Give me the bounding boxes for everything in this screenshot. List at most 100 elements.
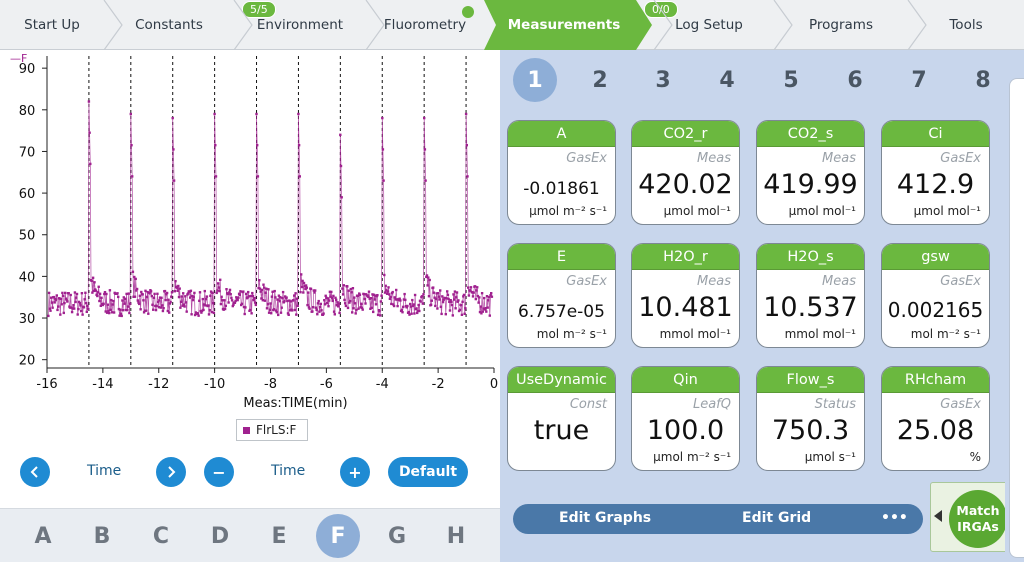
tab-constants[interactable]: Constants <box>104 0 234 50</box>
data-point <box>353 302 357 305</box>
data-point <box>70 306 73 309</box>
data-point <box>338 311 341 315</box>
data-point <box>95 293 98 296</box>
page-7[interactable]: 7 <box>911 67 927 93</box>
data-point <box>400 308 403 311</box>
data-point <box>385 292 389 295</box>
tab-programs[interactable]: Programs <box>774 0 908 50</box>
measurement-card-h2o-r[interactable]: H2O_r Meas 10.481 mmol mol⁻¹ <box>631 243 740 348</box>
default-button[interactable]: Default <box>388 457 468 487</box>
data-point <box>280 306 283 309</box>
tab-fluorometry[interactable]: Fluorometry <box>366 0 484 50</box>
graph-letter-b[interactable]: B <box>93 523 111 549</box>
page-3[interactable]: 3 <box>655 67 671 93</box>
measurement-card-co2-s[interactable]: CO2_s Meas 419.99 µmol mol⁻¹ <box>756 120 865 225</box>
measurement-card-e[interactable]: E GasEx 6.757e-05 mol m⁻² s⁻¹ <box>507 243 616 348</box>
data-point <box>213 112 216 116</box>
page-8[interactable]: 8 <box>975 67 991 93</box>
data-point <box>145 295 149 299</box>
page-4[interactable]: 4 <box>719 67 735 93</box>
data-point <box>126 308 129 312</box>
data-point <box>234 299 237 303</box>
data-point <box>320 309 323 312</box>
data-point <box>118 314 121 317</box>
data-point <box>456 300 459 303</box>
data-point <box>379 314 382 317</box>
tab-log-setup[interactable]: 0/0 Log Setup <box>644 0 774 50</box>
data-point <box>427 295 431 298</box>
data-point <box>486 306 489 309</box>
data-point <box>65 298 68 302</box>
data-point <box>443 297 447 300</box>
data-point <box>448 300 451 303</box>
data-point <box>446 293 450 296</box>
data-point <box>392 304 396 308</box>
measurement-card-rhcham[interactable]: RHcham GasEx 25.08% <box>881 366 990 471</box>
tab-label: Measurements <box>507 17 621 33</box>
data-point <box>344 304 348 308</box>
edit-grid-button[interactable]: Edit Grid <box>742 510 812 526</box>
graph-letter-a[interactable]: A <box>34 523 52 549</box>
data-point <box>224 304 227 308</box>
measurement-card-ci[interactable]: Ci GasEx 412.9 µmol mol⁻¹ <box>881 120 990 225</box>
page-2[interactable]: 2 <box>592 67 608 93</box>
data-point <box>372 293 376 296</box>
graph-letter-d[interactable]: D <box>210 523 230 549</box>
x-tick-label: -14 <box>92 377 113 392</box>
data-point <box>160 296 163 299</box>
measurement-card-flow-s[interactable]: Flow_s Status 750.3 µmol s⁻¹ <box>756 366 865 471</box>
data-point <box>138 302 141 306</box>
match-irgas-button[interactable]: Match IRGAs <box>949 490 1007 548</box>
data-point <box>218 289 221 293</box>
zoom-in-button[interactable]: + <box>340 457 370 487</box>
card-title: RHcham <box>882 367 989 393</box>
graph-letter-f[interactable]: F <box>316 514 360 558</box>
measurement-card-usedynamic[interactable]: UseDynamic Const true <box>507 366 616 471</box>
measurement-card-gsw[interactable]: gsw GasEx 0.002165 mol m⁻² s⁻¹ <box>881 243 990 348</box>
data-point <box>464 112 468 116</box>
measurement-card-qin[interactable]: Qin LeafQ 100.0 µmol m⁻² s⁻¹ <box>631 366 740 471</box>
data-point <box>125 292 128 296</box>
tab-start-up[interactable]: Start Up <box>0 0 104 50</box>
card-group: LeafQ <box>692 397 731 412</box>
measurement-card-h2o-s[interactable]: H2O_s Meas 10.537 mmol mol⁻¹ <box>756 243 865 348</box>
data-point <box>92 289 95 293</box>
data-point <box>157 306 160 309</box>
data-point <box>176 289 179 292</box>
data-point <box>267 288 270 291</box>
tab-environment[interactable]: 5/5 Environment <box>234 0 366 50</box>
tab-measurements[interactable]: Measurements <box>484 0 652 50</box>
data-point <box>399 299 402 302</box>
graph-panel: -16 -14 -12 -10 -8 -6 -4 -2 0 20 30 40 50 60 70 80 90 Mea… <box>0 50 500 508</box>
zoom-out-button[interactable]: − <box>204 457 234 487</box>
more-menu-button[interactable]: ••• <box>881 510 908 526</box>
graph-letter-h[interactable]: H <box>446 523 466 549</box>
x-tick-label: -6 <box>320 377 333 392</box>
side-drawer-handle[interactable] <box>1009 78 1024 558</box>
page-1[interactable]: 1 <box>513 58 557 102</box>
data-point <box>373 298 376 301</box>
measurement-card-a[interactable]: A GasEx -0.01861 µmol m⁻² s⁻¹ <box>507 120 616 225</box>
data-point <box>139 308 142 311</box>
page-5[interactable]: 5 <box>783 67 799 93</box>
triangle-left-icon[interactable] <box>934 510 942 522</box>
data-point <box>404 298 407 302</box>
x-prev-button[interactable] <box>20 457 50 487</box>
data-point <box>117 295 120 299</box>
measurement-card-co2-r[interactable]: CO2_r Meas 420.02 µmol mol⁻¹ <box>631 120 740 225</box>
graph-letter-g[interactable]: G <box>387 523 407 549</box>
graph-letter-e[interactable]: E <box>271 523 287 549</box>
data-point <box>91 291 94 294</box>
graph-letter-c[interactable]: C <box>152 523 170 549</box>
data-point <box>306 303 309 307</box>
fluorescence-chart[interactable]: -16 -14 -12 -10 -8 -6 -4 -2 0 20 30 40 50 60 70 80 90 Mea… <box>0 50 500 415</box>
data-point <box>381 116 384 120</box>
data-point <box>70 310 74 314</box>
data-point <box>462 295 465 298</box>
data-point <box>392 303 395 306</box>
x-next-button[interactable] <box>156 457 186 487</box>
edit-graphs-button[interactable]: Edit Graphs <box>559 510 652 526</box>
page-6[interactable]: 6 <box>847 67 863 93</box>
data-point <box>249 308 252 312</box>
tab-tools[interactable]: Tools <box>908 0 1024 50</box>
